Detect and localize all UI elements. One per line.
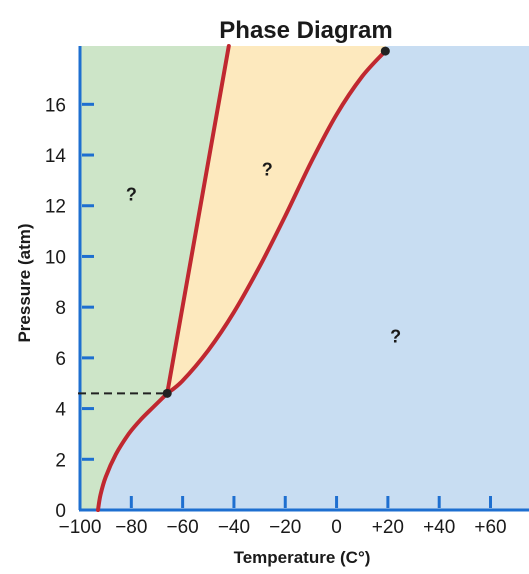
tick-labels: −100 −80 −60 −40 −20 0 +20 +40 +60 0 2 4 6 8 10 12 14 16 xyxy=(45,95,507,538)
x-tick-label: −20 xyxy=(269,517,301,538)
triple-point xyxy=(162,388,172,398)
y-tick-label: 0 xyxy=(55,501,66,522)
vaporization-curve xyxy=(165,49,388,396)
axis-ticks xyxy=(78,46,529,512)
chart-title: Phase Diagram xyxy=(219,17,392,44)
critical-point xyxy=(380,46,390,56)
marked-points xyxy=(78,46,390,398)
x-tick-label: −40 xyxy=(218,517,250,538)
y-tick-label: 8 xyxy=(55,298,66,319)
y-tick-label: 2 xyxy=(55,450,66,471)
x-tick-label: −60 xyxy=(167,517,199,538)
melting-curve xyxy=(165,44,231,396)
region-label-1: ? xyxy=(126,185,137,205)
phase-boundaries xyxy=(96,44,388,512)
x-tick-label: −80 xyxy=(115,517,147,538)
y-tick-label: 14 xyxy=(45,146,67,167)
sublimation-curve xyxy=(96,391,170,512)
liquid-region xyxy=(167,46,386,394)
x-tick-label: 0 xyxy=(331,517,342,538)
x-tick-label: −100 xyxy=(59,517,102,538)
y-axis-label: Pressure (atm) xyxy=(15,223,34,342)
phase-regions xyxy=(80,46,529,510)
region-label-2: ? xyxy=(262,159,273,179)
x-tick-label: +60 xyxy=(474,517,506,538)
y-tick-label: 10 xyxy=(45,247,66,268)
y-tick-label: 6 xyxy=(55,349,66,370)
x-axis-label: Temperature (C°) xyxy=(234,548,371,567)
region-label-3: ? xyxy=(390,327,401,347)
y-tick-label: 12 xyxy=(45,197,66,218)
y-tick-label: 4 xyxy=(55,400,66,421)
x-tick-label: +40 xyxy=(423,517,455,538)
x-tick-label: +20 xyxy=(372,517,404,538)
region-labels: ??? xyxy=(126,159,401,346)
y-tick-label: 16 xyxy=(45,95,66,116)
